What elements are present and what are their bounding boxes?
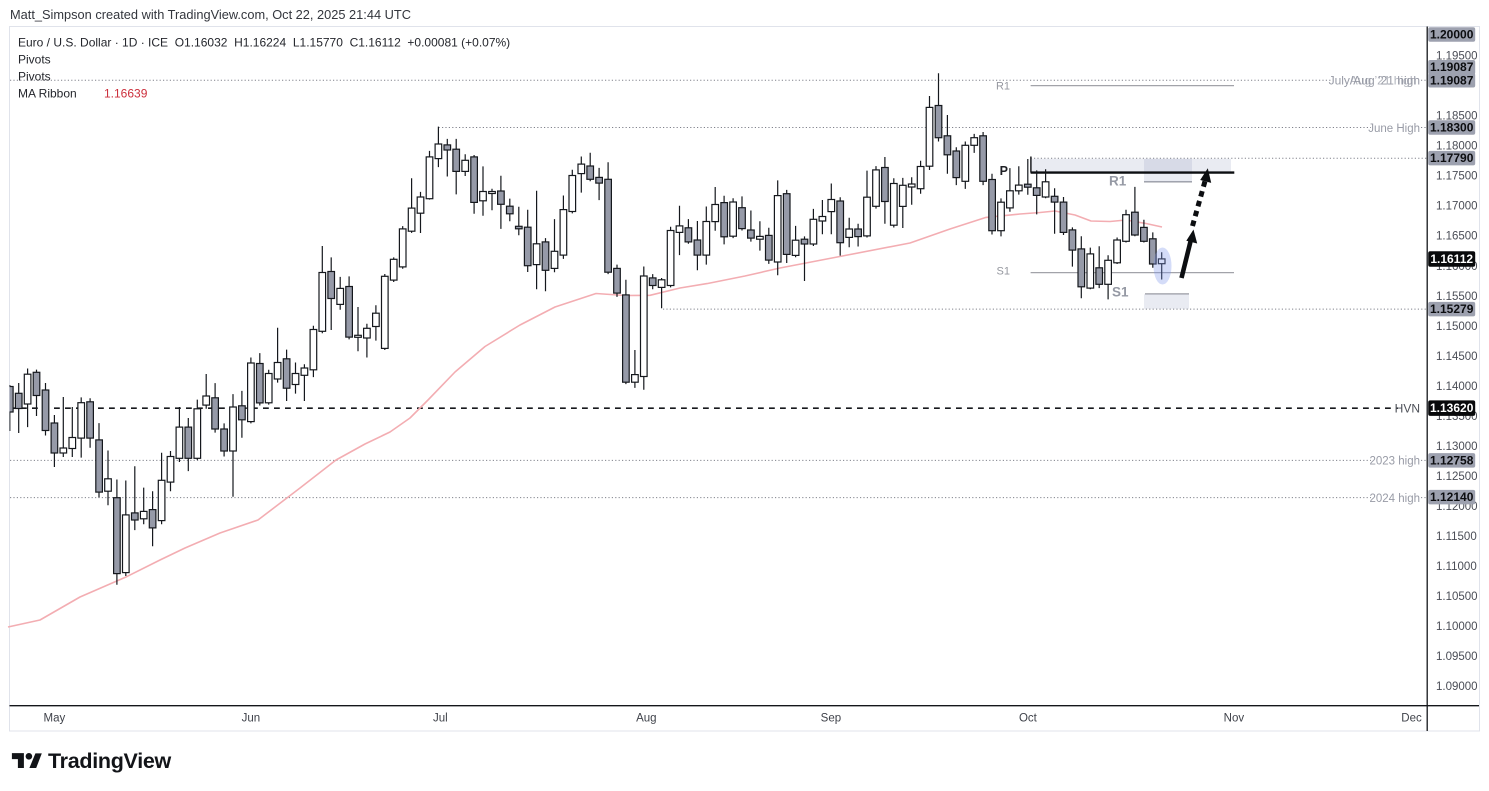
svg-text:S1: S1 xyxy=(997,266,1010,278)
svg-text:Dec: Dec xyxy=(1401,713,1422,725)
svg-text:1.11500: 1.11500 xyxy=(1436,531,1477,543)
svg-text:R1: R1 xyxy=(996,81,1010,93)
svg-text:1.14500: 1.14500 xyxy=(1436,351,1478,363)
svg-text:Aug ’21 high: Aug ’21 high xyxy=(1350,74,1417,88)
svg-text:May: May xyxy=(44,713,66,725)
svg-text:P: P xyxy=(1000,164,1008,178)
svg-text:S1: S1 xyxy=(1112,284,1129,299)
svg-text:1.13000: 1.13000 xyxy=(1436,441,1478,453)
svg-text:Pivots: Pivots xyxy=(18,70,51,84)
svg-text:1.12140: 1.12140 xyxy=(1430,490,1474,504)
svg-text:1.15279: 1.15279 xyxy=(1430,302,1474,316)
svg-text:Matt_Simpson created with Trad: Matt_Simpson created with TradingView.co… xyxy=(10,7,411,22)
svg-text:1.19500: 1.19500 xyxy=(1436,50,1478,62)
svg-text:1.16639: 1.16639 xyxy=(104,87,148,101)
svg-text:July/Aug ’21 high: July/Aug ’21 high xyxy=(1329,74,1420,88)
svg-text:1.19087: 1.19087 xyxy=(1430,60,1474,74)
svg-text:1.18300: 1.18300 xyxy=(1430,121,1474,135)
svg-text:1.18000: 1.18000 xyxy=(1436,141,1478,153)
svg-text:1.12500: 1.12500 xyxy=(1436,471,1478,483)
svg-text:1.17000: 1.17000 xyxy=(1436,201,1478,213)
svg-text:1.19087: 1.19087 xyxy=(1430,73,1474,87)
svg-text:Jul: Jul xyxy=(433,713,448,725)
svg-text:MA Ribbon: MA Ribbon xyxy=(18,87,77,101)
svg-text:2024 high: 2024 high xyxy=(1369,493,1420,505)
svg-text:HVN: HVN xyxy=(1395,401,1420,415)
svg-text:1.10500: 1.10500 xyxy=(1436,591,1478,603)
svg-text:1.10000: 1.10000 xyxy=(1436,621,1478,633)
svg-text:1.09000: 1.09000 xyxy=(1436,681,1478,693)
svg-text:1.09500: 1.09500 xyxy=(1436,651,1478,663)
svg-text:Pivots: Pivots xyxy=(18,53,51,67)
svg-text:Sep: Sep xyxy=(821,713,841,725)
svg-text:1.17500: 1.17500 xyxy=(1436,171,1478,183)
svg-text:1.16112: 1.16112 xyxy=(1430,252,1473,266)
svg-text:Euro / U.S. Dollar · 1D · ICE: Euro / U.S. Dollar · 1D · ICE O1.16032 H… xyxy=(18,36,510,50)
svg-text:1.17790: 1.17790 xyxy=(1430,151,1474,165)
svg-text:June High: June High xyxy=(1368,123,1420,135)
svg-text:TradingView: TradingView xyxy=(48,749,172,773)
svg-text:R1: R1 xyxy=(1109,174,1127,189)
svg-text:1.14000: 1.14000 xyxy=(1436,381,1478,393)
svg-text:Aug: Aug xyxy=(636,713,656,725)
svg-text:1.15000: 1.15000 xyxy=(1436,321,1478,333)
svg-text:1.13620: 1.13620 xyxy=(1430,401,1474,415)
svg-text:Nov: Nov xyxy=(1224,713,1245,725)
svg-text:2023 high: 2023 high xyxy=(1369,456,1420,468)
svg-text:1.12758: 1.12758 xyxy=(1430,453,1474,467)
svg-text:Jun: Jun xyxy=(242,713,261,725)
svg-text:1.15500: 1.15500 xyxy=(1436,291,1478,303)
svg-text:1.11000: 1.11000 xyxy=(1436,561,1477,573)
svg-text:1.16500: 1.16500 xyxy=(1436,231,1478,243)
svg-text:1.20000: 1.20000 xyxy=(1430,28,1474,42)
svg-text:1.18500: 1.18500 xyxy=(1436,111,1478,123)
svg-text:Oct: Oct xyxy=(1019,713,1038,725)
